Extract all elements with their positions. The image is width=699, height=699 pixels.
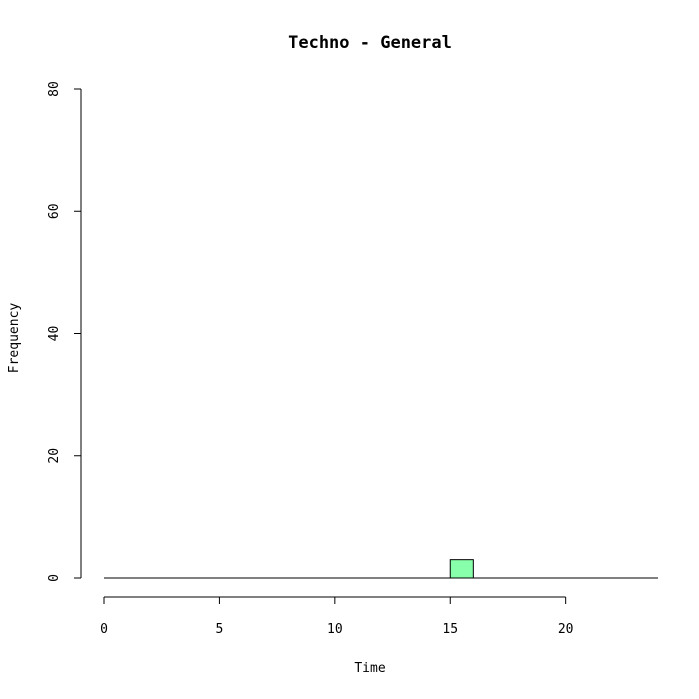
y-axis-label: Frequency [7,303,22,374]
x-tick-label: 15 [442,622,458,637]
y-tick-label: 20 [47,448,62,464]
x-tick-label: 10 [327,622,343,637]
y-tick-label: 0 [47,574,62,582]
y-tick-label: 80 [47,81,62,97]
y-tick-label: 40 [47,326,62,342]
plot-area [104,559,658,579]
x-tick-label: 0 [100,622,108,637]
x-tick-label: 5 [216,622,224,637]
y-tick-label: 60 [47,203,62,219]
y-axis: 0 20 40 60 80 [47,81,82,582]
x-tick-label: 20 [558,622,574,637]
x-axis-label: Time [354,661,385,676]
x-axis: 0 5 10 15 20 [100,596,574,637]
histogram-bar [449,559,474,579]
chart-title: Techno - General [288,33,452,53]
